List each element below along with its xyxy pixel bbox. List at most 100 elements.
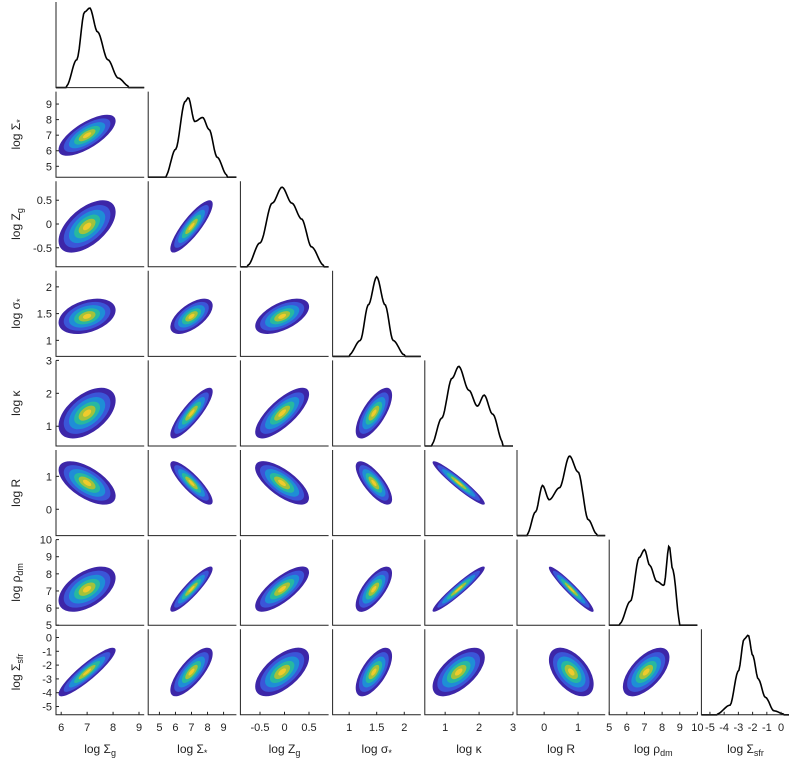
contour-level-5 [371, 409, 377, 417]
contour-level-5 [371, 585, 377, 593]
panel-7-3: 1 1.5 2 log σ* [332, 629, 421, 758]
axis-spine [55, 270, 145, 357]
contour-level-5 [188, 409, 195, 417]
x-tick-label: 7 [641, 722, 647, 734]
axis-spine [239, 629, 329, 716]
contour-level-5 [454, 668, 463, 676]
axis-spine [424, 629, 513, 716]
y-tick-label: 10 [40, 535, 52, 547]
axis-spine [147, 181, 237, 268]
contour-level-5 [188, 222, 195, 231]
y-axis-label: log Σ* [9, 119, 25, 150]
axis-spine [608, 539, 698, 626]
y-tick-label: 1 [46, 335, 52, 347]
y-tick-label: -1 [42, 646, 52, 658]
x-axis-label: log Σsfr [727, 742, 764, 758]
axis-spine [147, 270, 237, 357]
panel-7-1: 5 6 7 8 9 log Σ* [147, 629, 237, 758]
y-tick-label: 6 [46, 603, 52, 615]
y-tick-label: 0.5 [37, 195, 52, 207]
x-tick-label: 2 [476, 722, 482, 734]
x-tick-label: 3 [510, 722, 516, 734]
axis-spine [55, 181, 145, 268]
panel-7-4: 1 2 3 log κ [424, 629, 516, 756]
x-tick-label: 7 [188, 722, 194, 734]
contour-level-5 [188, 479, 195, 487]
axis-spine [55, 91, 145, 178]
x-tick-label: -3 [733, 722, 743, 734]
y-tick-label: 5 [46, 161, 52, 173]
kde-curve-4 [424, 365, 513, 447]
x-axis-label: log Zg [269, 742, 301, 758]
y-axis-label: log σ* [9, 298, 25, 329]
panel-5-0: 0 1 log R [9, 450, 145, 537]
y-axis-label: log ρdm [9, 563, 25, 602]
x-axis-label: log ρdm [634, 742, 673, 758]
x-tick-label: 8 [204, 722, 210, 734]
axis-spine [424, 539, 513, 626]
x-tick-label: -4 [719, 722, 729, 734]
panel-6-6 [608, 539, 698, 626]
panel-0-0 [55, 2, 145, 89]
contour-level-5 [278, 409, 287, 417]
x-tick-label: 1 [442, 722, 448, 734]
panel-5-4 [424, 450, 513, 537]
y-tick-label: 1.5 [37, 309, 52, 321]
axis-spine [239, 360, 329, 447]
x-tick-label: 0 [778, 722, 784, 734]
panel-6-5 [516, 539, 606, 626]
kde-curve-6 [609, 544, 698, 626]
panel-6-0: 5 6 7 8 9 10 log ρdm [9, 535, 145, 632]
x-tick-label: -5 [705, 722, 715, 734]
x-tick-label: 8 [659, 722, 665, 734]
contour-level-5 [454, 479, 463, 487]
contour-level-5 [454, 585, 463, 593]
panel-2-2 [239, 181, 329, 268]
x-tick-label: 0.5 [301, 722, 316, 734]
contour-level-5 [82, 132, 92, 139]
y-tick-label: 7 [46, 130, 52, 142]
panel-1-1 [147, 91, 237, 178]
contour-level-5 [82, 313, 92, 319]
x-tick-label: -2 [748, 722, 758, 734]
contour-level-5 [278, 479, 286, 487]
y-tick-label: -0.5 [33, 243, 52, 255]
axis-spine [516, 450, 606, 537]
y-tick-label: 9 [46, 99, 52, 111]
x-tick-label: 10 [691, 722, 703, 734]
x-tick-label: 8 [110, 722, 116, 734]
kde-curve-5 [517, 455, 606, 537]
x-tick-label: 6 [624, 722, 630, 734]
panel-6-1 [147, 539, 237, 626]
y-tick-label: -5 [42, 702, 52, 714]
y-axis-label: log Σsfr [9, 654, 25, 691]
axis-spine [239, 270, 329, 357]
axis-spine [332, 360, 421, 447]
panel-5-1 [147, 450, 237, 537]
x-tick-label: 1 [346, 722, 352, 734]
contour-level-5 [278, 668, 287, 676]
x-tick-label: 5 [606, 722, 612, 734]
axis-spine [55, 450, 145, 537]
axis-spine [332, 450, 421, 537]
axis-spine [516, 539, 606, 626]
panel-5-2 [239, 450, 329, 537]
contour-level-5 [568, 668, 575, 676]
y-tick-label: 1 [46, 471, 52, 483]
y-tick-label: 3 [46, 355, 52, 367]
panel-4-2 [239, 360, 329, 447]
y-axis-label: log R [9, 478, 23, 506]
x-axis-label: log Σ* [177, 742, 208, 758]
x-tick-label: 9 [677, 722, 683, 734]
axis-spine [332, 539, 421, 626]
x-tick-label: -1 [762, 722, 772, 734]
y-tick-label: -3 [42, 674, 52, 686]
y-tick-label: 7 [46, 586, 52, 598]
axis-spine [332, 629, 421, 716]
contour-level-5 [188, 585, 195, 593]
y-axis-label: log κ [9, 390, 23, 416]
x-axis-label: log κ [456, 742, 482, 756]
